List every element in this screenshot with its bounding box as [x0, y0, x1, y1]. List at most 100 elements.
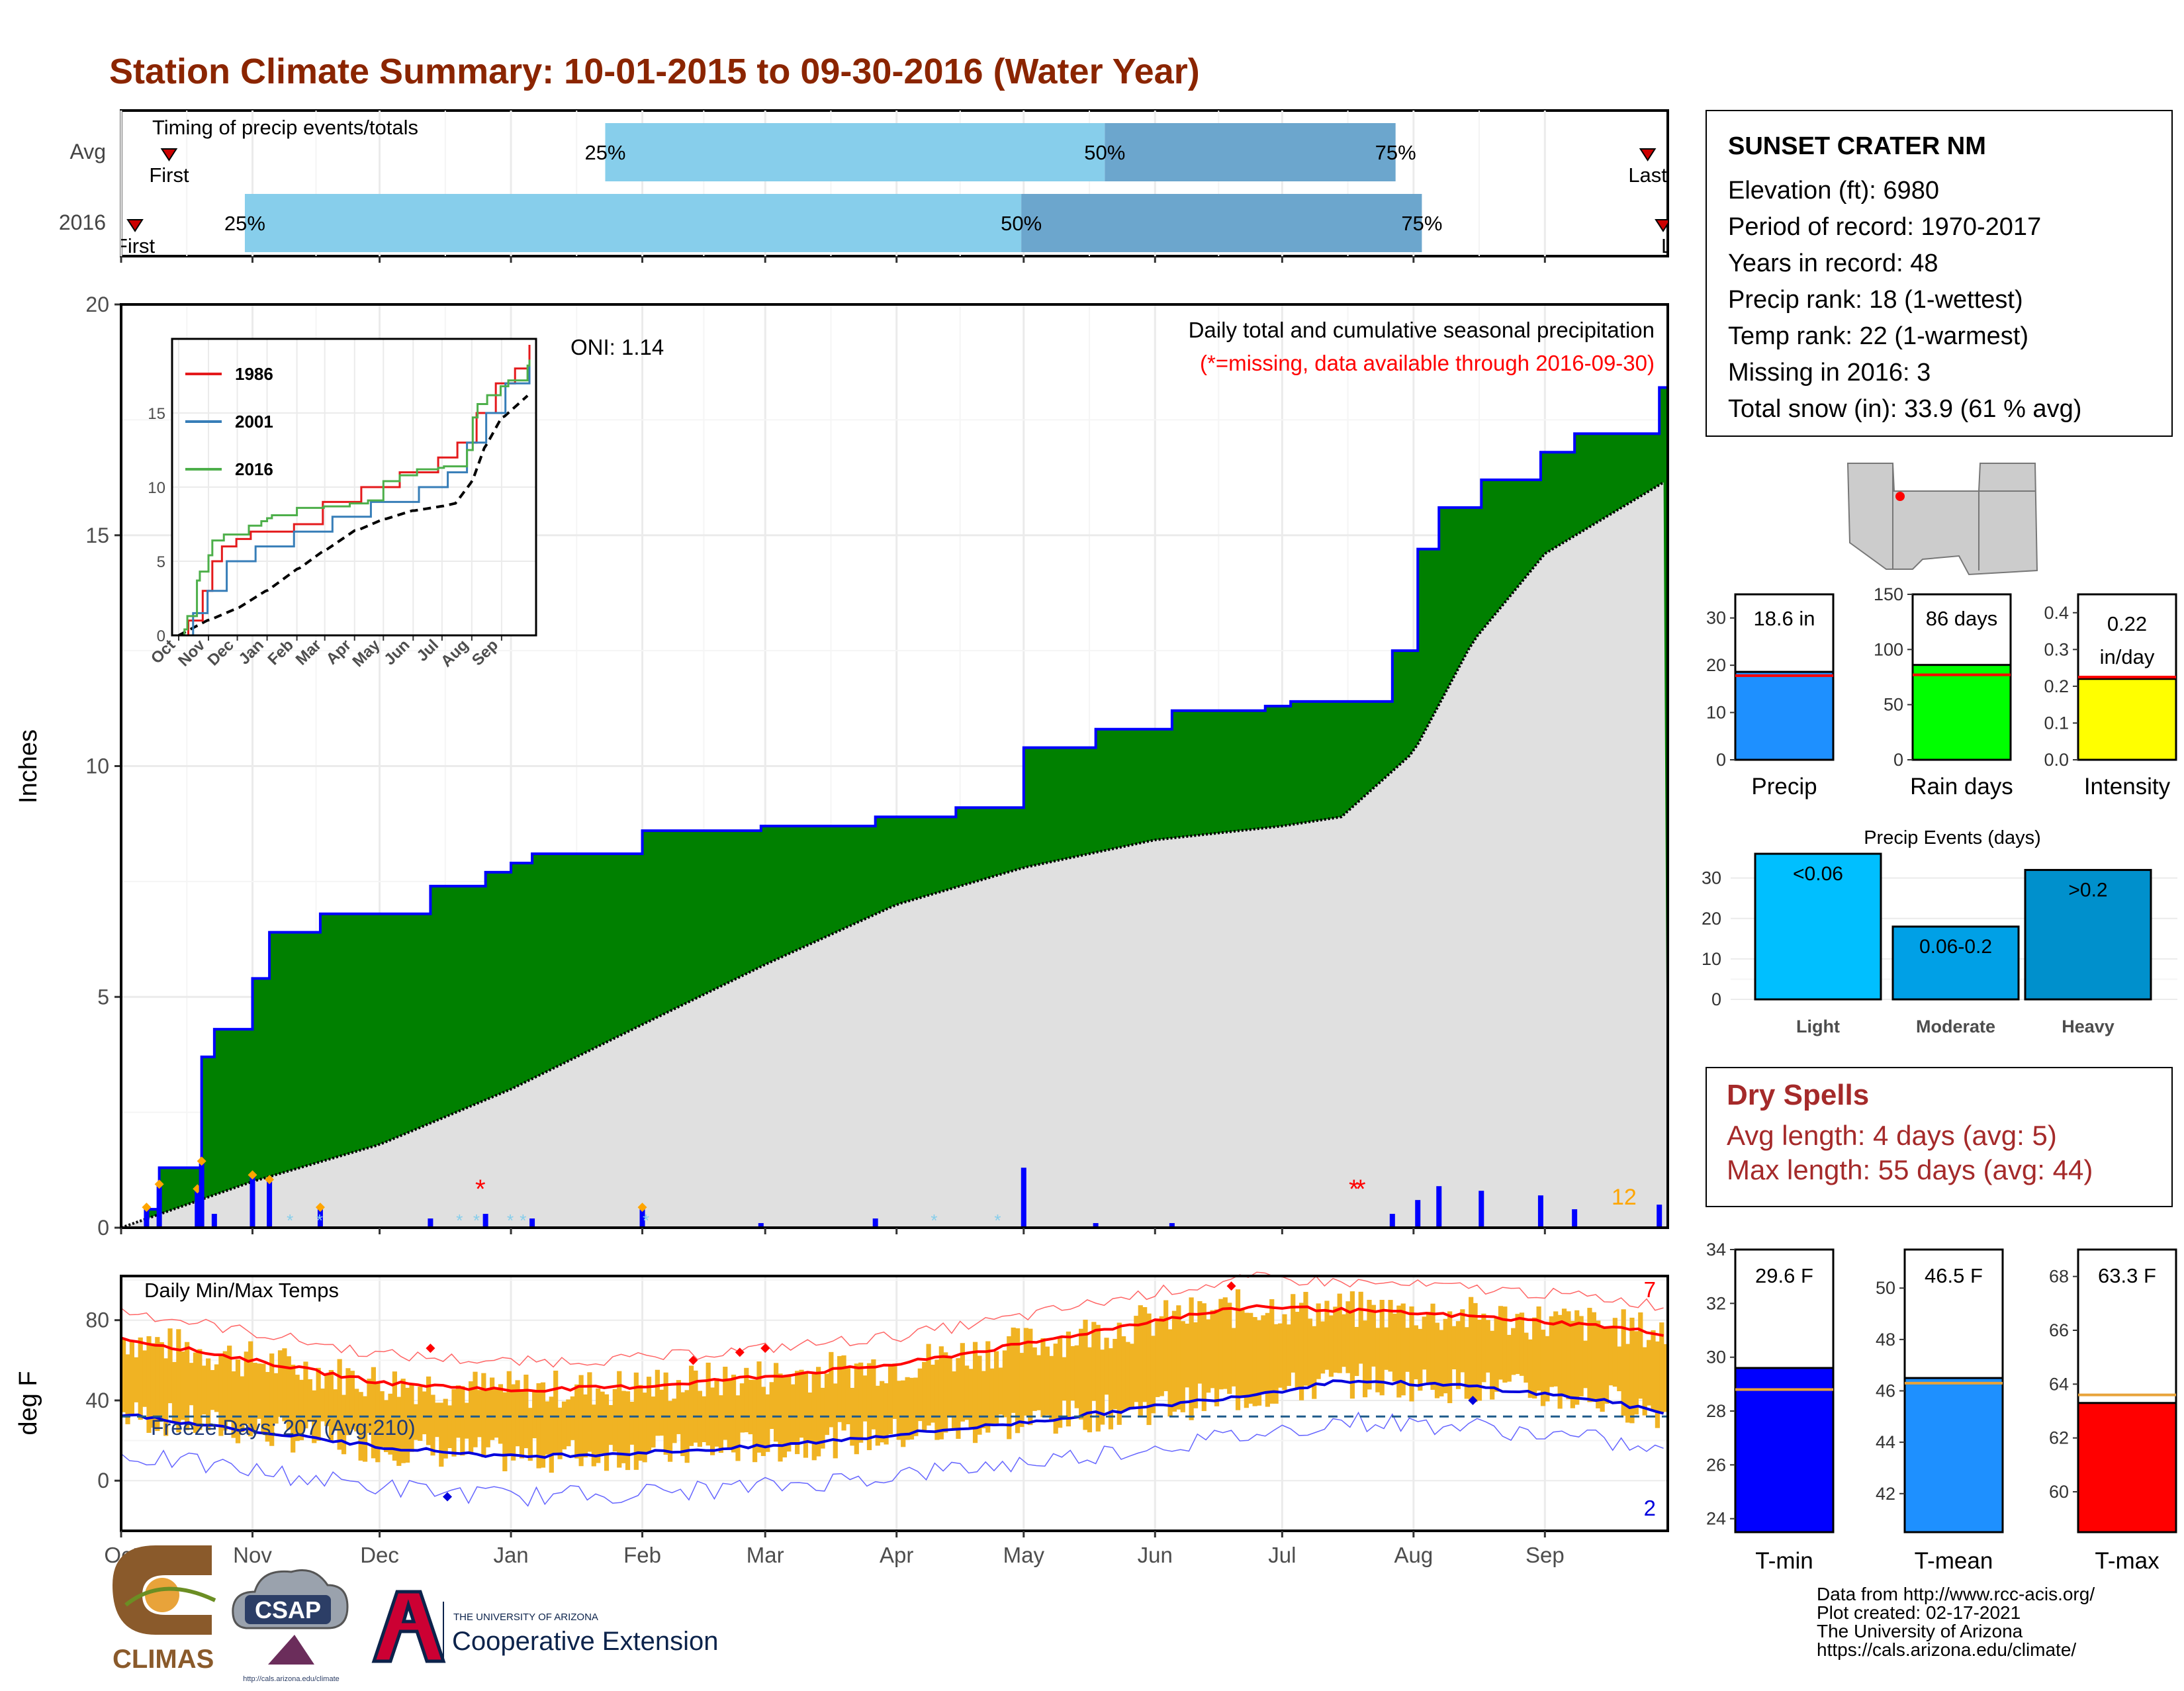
daily-temp-range-bar [1638, 1312, 1643, 1399]
daily-temp-range-bar [519, 1390, 525, 1459]
daily-temp-range-bar [307, 1379, 312, 1422]
daily-temp-range-bar [434, 1402, 440, 1438]
daily-temp-range-bar [1642, 1347, 1647, 1416]
daily-temp-range-bar [1277, 1323, 1283, 1388]
daily-temp-range-bar [1176, 1305, 1181, 1410]
daily-temp-range-bar [972, 1342, 978, 1443]
daily-temp-range-bar [227, 1346, 232, 1422]
snow-event-marker [248, 1170, 257, 1180]
first-event-marker-icon [160, 148, 178, 161]
daily-temp-range-bar [134, 1357, 139, 1402]
daily-temp-range-bar [1150, 1336, 1156, 1414]
daily-temp-range-bar [1540, 1330, 1546, 1406]
timing-panel: 25% 50% 75% First Last 25% 50% 75% First Last Tim… [59, 109, 1669, 257]
daily-temp-range-bar [303, 1361, 308, 1429]
daily-temp-range-bar [820, 1387, 825, 1449]
daily-temp-range-bar [515, 1380, 520, 1447]
daily-temp-range-bar [1553, 1311, 1559, 1387]
daily-temp-range-bar [947, 1357, 952, 1417]
daily-temp-range-bar [150, 1343, 156, 1428]
daily-temp-range-bar [702, 1396, 707, 1442]
daily-temp-range-bar [400, 1379, 406, 1463]
daily-temp-range-bar [1036, 1355, 1042, 1410]
daily-temp-range-bar [1498, 1306, 1504, 1380]
daily-temp-range-bar [1651, 1330, 1656, 1412]
daily-temp-range-bar [566, 1399, 571, 1447]
daily-temp-range-bar [240, 1376, 245, 1432]
daily-temp-range-bar [731, 1375, 737, 1453]
daily-temp-range-bar [1328, 1315, 1334, 1377]
daily-precip-bar [1169, 1223, 1175, 1228]
daily-temp-range-bar [256, 1363, 262, 1419]
daily-temp-range-bar [1273, 1324, 1279, 1404]
station-info-line: Years in record: 48 [1728, 250, 1938, 277]
daily-temp-range-bar [1189, 1297, 1194, 1420]
daily-temp-range-bar [629, 1401, 635, 1445]
temp-y-tick-label: 80 [85, 1308, 109, 1332]
temp-plot-frame [120, 1275, 1669, 1532]
dry-spells-box: Dry Spells Avg length: 4 days (avg: 5) M… [1706, 1067, 2173, 1207]
snow-event-marker [637, 1203, 647, 1212]
temp-bar-y-tick-label: 44 [1876, 1432, 1895, 1452]
daily-temp-range-bar [930, 1364, 936, 1423]
station-info-box: SUNSET CRATER NM Elevation (ft): 6980 Pe… [1706, 110, 2173, 437]
daily-temp-range-bar [523, 1375, 529, 1449]
daily-temp-range-bar [871, 1359, 876, 1430]
daily-temp-range-bar [1596, 1320, 1601, 1408]
daily-precip-bar [250, 1177, 255, 1228]
daily-temp-range-bar [807, 1393, 813, 1443]
daily-temp-range-bar [1532, 1317, 1537, 1399]
daily-temp-range-bar [1413, 1325, 1419, 1380]
precip-y-tick-label: 0 [97, 1216, 109, 1240]
daily-temp-range-bar [443, 1398, 448, 1459]
summary-category-label: Intensity [2084, 774, 2171, 800]
daily-temp-range-bar [248, 1341, 253, 1437]
daily-temp-range-bar [1663, 1344, 1668, 1412]
daily-temp-range-bar [880, 1381, 885, 1443]
daily-temp-range-bar [265, 1371, 270, 1442]
daily-temp-range-bar [422, 1391, 427, 1435]
daily-temp-range-bar [210, 1370, 215, 1410]
inset-legend-label: 1986 [235, 364, 273, 384]
oni-label: ONI: 1.14 [570, 335, 664, 359]
observed-precip-line [121, 369, 1669, 1229]
daily-temp-range-bar [1303, 1291, 1308, 1386]
daily-temp-range-bar [824, 1373, 830, 1436]
daily-precip-bar [144, 1209, 150, 1228]
daily-temp-range-bar [981, 1371, 986, 1429]
daily-temp-range-bar [1536, 1306, 1541, 1391]
daily-temp-range-bar [723, 1367, 728, 1440]
daily-temp-range-bar [795, 1371, 800, 1455]
daily-temp-range-bar [1574, 1310, 1580, 1405]
trace-snow-marker: * [520, 1211, 526, 1230]
summary-bar-charts: 0 10 20 30 18.6 in Precip 0 50 100 150 86 days Rain… [1706, 584, 2177, 800]
daily-temp-range-bar [231, 1371, 236, 1438]
daily-temp-range-bar [206, 1358, 211, 1431]
daily-temp-range-bar [1485, 1320, 1490, 1373]
precip-events-bar [1891, 925, 2020, 1001]
daily-temp-range-bar [1570, 1320, 1575, 1408]
corner-count: 12 [1612, 1185, 1637, 1210]
daily-temp-range-bar [1312, 1326, 1317, 1399]
daily-temp-range-bar [1582, 1340, 1588, 1389]
daily-temp-range-bar [676, 1380, 681, 1434]
timing-50-75-bar [1021, 194, 1422, 252]
daily-temp-range-bar [176, 1329, 181, 1433]
daily-temp-range-bar [1235, 1289, 1241, 1410]
daily-temp-range-bar [121, 1338, 126, 1412]
daily-temp-range-bar [1116, 1322, 1122, 1425]
daily-temp-range-bar [545, 1401, 550, 1455]
missing-markers: * * * [475, 1175, 1366, 1204]
daily-temp-range-bar [142, 1350, 148, 1407]
daily-temp-range-bar [705, 1362, 711, 1446]
daily-temp-range-bar [477, 1390, 482, 1438]
station-info-line: Period of record: 1970-2017 [1728, 213, 2042, 241]
daily-temp-range-bar [1604, 1326, 1610, 1404]
daily-precip-bar [1389, 1214, 1395, 1228]
month-tick-label: May [1003, 1543, 1045, 1567]
daily-temp-range-bar [943, 1352, 948, 1433]
temp-bar-y-tick-label: 60 [2049, 1482, 2069, 1502]
temp-bar-y-tick-label: 30 [1706, 1348, 1726, 1367]
daily-temp-range-bar [1011, 1327, 1016, 1413]
daily-temp-range-bar [1418, 1328, 1423, 1391]
